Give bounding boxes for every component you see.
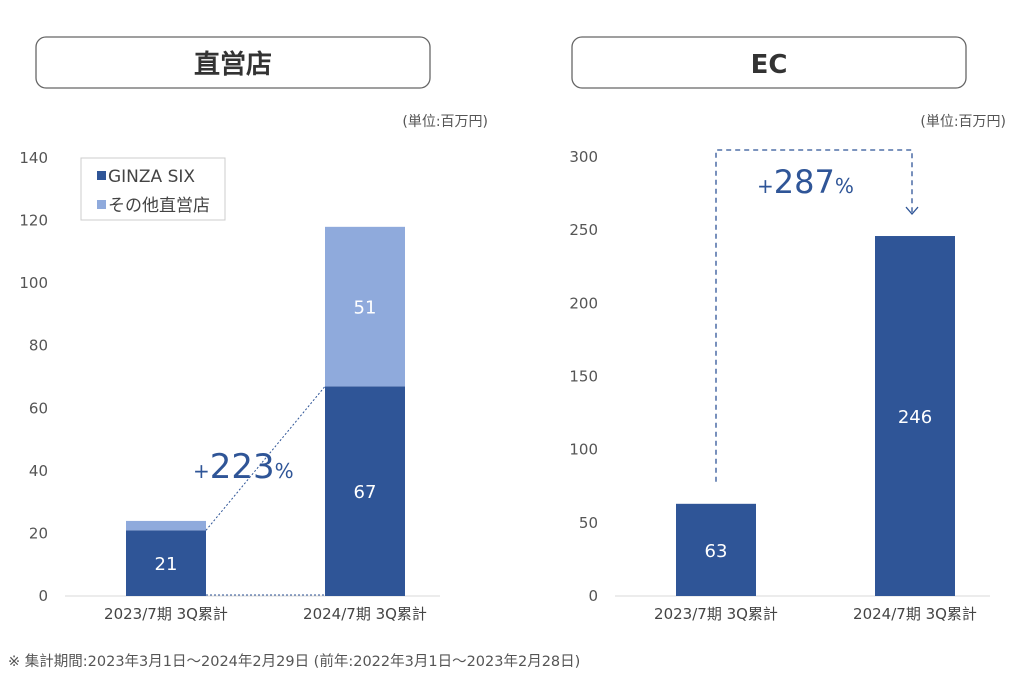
legend-swatch-ginza: [97, 171, 106, 180]
left-x-tick: 2023/7期 3Q累計: [104, 605, 228, 623]
right-chart-title: EC: [751, 50, 788, 80]
right-y-tick: 50: [579, 514, 598, 532]
legend-label-other: その他直営店: [108, 196, 210, 216]
right-growth-prefix: +: [757, 174, 774, 198]
left-bar-other: [126, 520, 206, 531]
left-y-tick: 60: [29, 399, 48, 417]
right-y-tick: 200: [569, 294, 598, 312]
right-y-tick: 150: [569, 368, 598, 386]
right-growth-annotation: +287%: [757, 163, 854, 201]
right-bar-label: 246: [898, 407, 932, 428]
footnote: ※ 集計期間:2023年3月1日～2024年2月29日 (前年:2022年3月1…: [8, 653, 580, 670]
left-y-tick: 20: [29, 524, 48, 542]
right-y-tick: 250: [569, 221, 598, 239]
right-growth-value: 287: [774, 163, 835, 201]
left-y-tick: 100: [19, 274, 48, 292]
left-bar-ginza: [126, 530, 206, 596]
left-bar-label: 51: [354, 298, 377, 319]
left-y-tick: 80: [29, 337, 48, 355]
right-y-tick: 0: [588, 587, 598, 605]
left-y-tick: 0: [38, 587, 48, 605]
left-chart-title: 直営店: [194, 50, 272, 80]
left-growth-suffix: %: [275, 459, 294, 483]
right-chart-header: [571, 36, 967, 89]
left-bar-label: 21: [155, 554, 178, 575]
left-chart-header: [35, 36, 431, 89]
legend-swatch-other: [97, 200, 106, 209]
left-y-tick: 120: [19, 212, 48, 230]
left-growth-prefix: +: [193, 459, 210, 483]
left-growth-value: 223: [210, 447, 275, 487]
left-y-tick: 40: [29, 462, 48, 480]
left-bar-ginza: [325, 386, 405, 596]
legend-label-ginza: GINZA SIX: [108, 167, 195, 187]
right-bar: [875, 236, 955, 596]
left-x-tick: 2024/7期 3Q累計: [303, 605, 427, 623]
right-growth-connector: [715, 149, 913, 482]
legend: [80, 157, 226, 221]
left-growth-connector: [205, 386, 326, 531]
right-x-tick: 2024/7期 3Q累計: [853, 605, 977, 623]
left-unit-label: (単位:百万円): [402, 114, 488, 130]
left-bar-other: [325, 226, 405, 387]
arrow-down-icon: [905, 206, 919, 216]
right-x-tick: 2023/7期 3Q累計: [654, 605, 778, 623]
right-y-tick: 100: [569, 441, 598, 459]
left-growth-annotation: +223%: [193, 447, 294, 487]
left-y-tick: 140: [19, 149, 48, 167]
right-bar-label: 63: [705, 541, 728, 562]
right-unit-label: (単位:百万円): [920, 114, 1006, 130]
right-bar: [676, 503, 756, 596]
right-growth-suffix: %: [835, 174, 854, 198]
left-bar-label: 67: [354, 482, 377, 503]
right-y-tick: 300: [569, 148, 598, 166]
